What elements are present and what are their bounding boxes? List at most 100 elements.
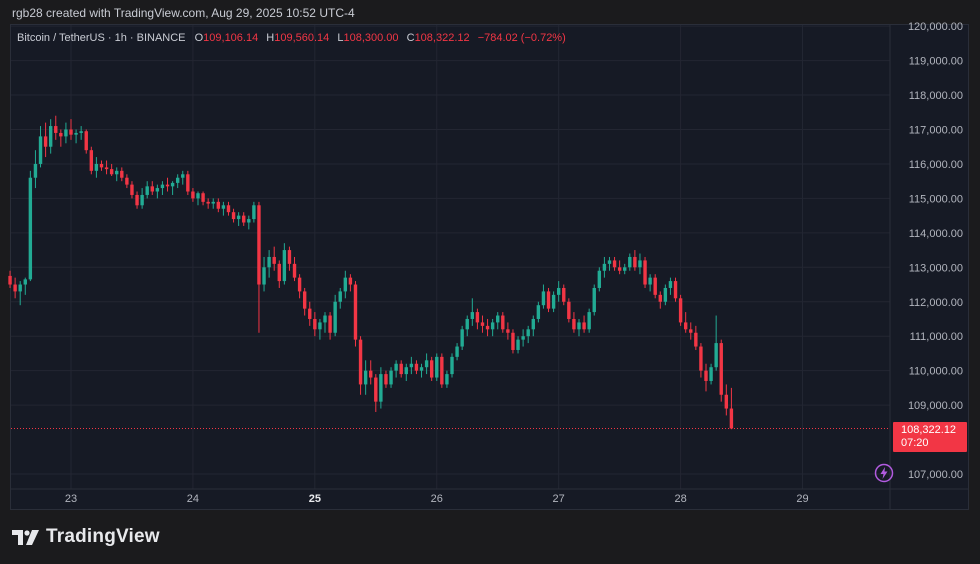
candle-body [165, 184, 170, 187]
candle-body [475, 312, 480, 323]
candle-body [236, 215, 241, 220]
y-tick-label: 112,000.00 [909, 297, 963, 309]
candle-body [160, 184, 165, 189]
candle-body [409, 363, 414, 368]
candle [633, 250, 637, 271]
candle [191, 188, 195, 202]
candle-body [348, 277, 353, 285]
candle [150, 181, 154, 195]
candle-body [211, 201, 215, 204]
candle [623, 263, 627, 275]
x-tick-label: 25 [309, 493, 321, 505]
candle-body [267, 256, 271, 268]
candle-body [140, 194, 144, 206]
candle [175, 174, 180, 189]
candle [165, 177, 170, 192]
candle [84, 129, 88, 154]
candle-body [343, 277, 348, 292]
tradingview-logo[interactable]: TradingView [12, 526, 160, 548]
candle [663, 284, 668, 306]
candle-body [28, 177, 33, 280]
candle [709, 363, 713, 385]
candle-body [389, 370, 393, 385]
candle [490, 318, 495, 337]
candle-body [429, 360, 434, 378]
candle [419, 363, 424, 378]
candle-body [490, 322, 495, 330]
x-tick-label: 23 [65, 493, 77, 505]
candle-body [216, 201, 221, 209]
candle-body [74, 132, 78, 135]
candle-body [99, 163, 104, 168]
candle [201, 191, 205, 206]
symbol-label[interactable]: Bitcoin / TetherUS · 1h · BINANCE [17, 32, 186, 44]
candle [252, 201, 256, 223]
candle-body [673, 281, 678, 299]
candle [231, 208, 236, 223]
candle [521, 329, 525, 347]
candle [567, 298, 571, 323]
y-tick-label: 113,000.00 [909, 262, 963, 274]
candle [8, 270, 12, 288]
candle-body [318, 322, 322, 330]
candle-body [221, 205, 226, 209]
candle [506, 322, 510, 340]
candle-body [556, 287, 561, 295]
candle-body [104, 167, 109, 170]
candle-body [363, 370, 368, 385]
candle-body [313, 318, 317, 330]
candle [13, 277, 17, 299]
candle [308, 301, 312, 326]
candle [272, 246, 276, 271]
candle [450, 353, 454, 378]
candle [536, 301, 541, 323]
candle-body [79, 131, 83, 133]
candle-body [277, 263, 281, 282]
candle-body [485, 325, 490, 330]
candle [297, 274, 302, 299]
candle [277, 260, 281, 288]
candle-body [8, 275, 12, 285]
candle-body [59, 132, 63, 137]
candle [79, 126, 83, 140]
candle-body [226, 205, 231, 213]
candle [363, 360, 368, 395]
candle-body [109, 169, 114, 175]
candle-body [155, 188, 160, 192]
candle-body [465, 318, 469, 330]
candle-body [181, 174, 185, 178]
candle [460, 325, 464, 350]
candle-body [521, 336, 525, 340]
candle-body [257, 205, 261, 285]
candle-body [206, 201, 210, 204]
candle [562, 284, 566, 306]
candle-body [602, 263, 607, 271]
candle-body [186, 174, 190, 192]
candle-body [170, 182, 175, 187]
candle [612, 256, 617, 271]
candle-body [94, 163, 99, 171]
candle [577, 318, 581, 337]
candle [302, 287, 307, 316]
candle-body [328, 315, 332, 333]
candle [69, 119, 73, 140]
candle [221, 201, 226, 216]
candle-body [501, 315, 505, 330]
candle-body [89, 150, 94, 171]
candle [501, 312, 505, 333]
y-tick-label: 119,000.00 [909, 56, 963, 68]
y-tick-label: 109,000.00 [908, 400, 963, 412]
candle-body [628, 256, 632, 268]
candle-body [419, 367, 424, 371]
candle-body [64, 129, 68, 137]
lightning-icon[interactable] [874, 463, 894, 483]
candle [602, 256, 607, 278]
candle-body [668, 281, 673, 288]
candle-body [663, 287, 668, 302]
candle-body [272, 256, 276, 264]
candle-body [541, 291, 546, 306]
candle-body [33, 163, 38, 178]
candle [409, 356, 414, 375]
candle [120, 167, 124, 182]
